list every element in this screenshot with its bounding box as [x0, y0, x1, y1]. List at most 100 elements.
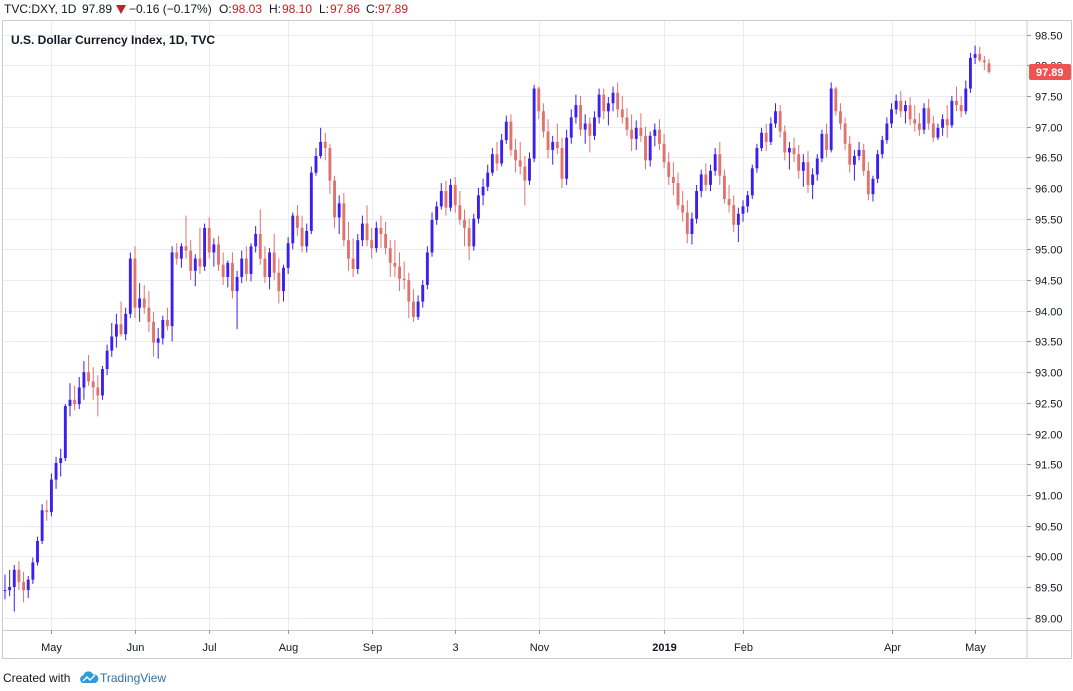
- candle: [430, 212, 434, 257]
- candle: [45, 499, 49, 521]
- candle-body: [695, 191, 699, 219]
- candle: [523, 156, 527, 206]
- candle-body: [230, 262, 234, 292]
- candle-body: [908, 105, 912, 120]
- candle: [630, 114, 634, 152]
- candle: [778, 105, 782, 138]
- tradingview-cloud-icon[interactable]: [79, 671, 99, 684]
- candle-body: [147, 307, 151, 322]
- candle: [138, 283, 142, 322]
- candle-body: [750, 168, 754, 196]
- candle: [449, 178, 453, 212]
- candle-body: [142, 298, 146, 308]
- y-tick-label: 89.50: [1035, 583, 1063, 595]
- candle: [26, 575, 30, 599]
- candle: [184, 215, 188, 259]
- candle-body: [894, 100, 898, 110]
- candle-body: [305, 230, 309, 247]
- candle: [634, 120, 638, 150]
- candle: [240, 250, 244, 284]
- candle: [91, 367, 95, 400]
- candle: [402, 261, 406, 290]
- candle: [593, 111, 596, 141]
- candle: [152, 311, 155, 357]
- last-price: 97.89: [82, 2, 113, 16]
- candle-body: [110, 336, 114, 351]
- chart-pane[interactable]: 98.5098.0097.5097.0096.5096.0095.5095.00…: [2, 20, 1072, 659]
- candle-body: [820, 133, 824, 159]
- candle: [230, 252, 234, 299]
- candle-body: [26, 579, 30, 591]
- low-label: L:: [319, 2, 330, 16]
- candle-body: [648, 135, 652, 161]
- candle: [602, 88, 606, 120]
- candle: [917, 113, 921, 136]
- candle-body: [755, 148, 759, 169]
- candle-body: [249, 246, 253, 274]
- candle-body: [54, 463, 58, 480]
- candle: [857, 141, 861, 161]
- candle: [834, 86, 838, 116]
- candle: [305, 223, 309, 253]
- candle: [606, 97, 610, 126]
- candle: [820, 129, 824, 163]
- candle: [416, 295, 420, 320]
- price-axis[interactable]: 98.5098.0097.5097.0096.5096.0095.5095.00…: [1027, 31, 1063, 626]
- candle: [945, 105, 949, 138]
- candle-body: [653, 129, 657, 136]
- last-price-label-bg: [1029, 63, 1071, 80]
- candle-body: [40, 510, 44, 541]
- y-tick-label: 95.50: [1035, 215, 1063, 227]
- symbol-interval[interactable]: TVC:DXY, 1D: [4, 2, 77, 16]
- candle-body: [509, 121, 513, 150]
- symbol-header: TVC:DXY, 1D 97.89 −0.16 (−0.17%) O: 98.0…: [0, 0, 1073, 20]
- candle-body: [560, 148, 564, 179]
- candle-body: [347, 240, 350, 259]
- candle-body: [407, 280, 411, 302]
- candle: [226, 260, 230, 288]
- candle: [880, 135, 884, 159]
- candle-body: [3, 590, 7, 592]
- y-tick-label: 95.00: [1035, 245, 1063, 257]
- candle: [500, 133, 504, 167]
- candle: [922, 103, 926, 134]
- candle-body: [955, 100, 958, 106]
- candlestick-chart[interactable]: 98.5098.0097.5097.0096.5096.0095.5095.00…: [3, 21, 1071, 658]
- candle: [936, 123, 940, 141]
- candle: [481, 178, 485, 206]
- candle-body: [22, 582, 26, 591]
- candle-body: [964, 88, 968, 112]
- candle: [82, 361, 86, 400]
- candle-body: [862, 149, 866, 171]
- candle: [393, 240, 397, 278]
- time-axis[interactable]: May Jun Jul Aug Sep 3 Nov 2019 Feb Apr May: [41, 630, 986, 654]
- candle: [690, 212, 694, 245]
- candle-body: [444, 191, 448, 208]
- x-tick-label: Jul: [202, 642, 216, 654]
- candle: [175, 243, 179, 265]
- candle-body: [588, 123, 592, 136]
- candle-body: [514, 149, 518, 161]
- candle-body: [416, 301, 420, 317]
- candle-body: [91, 381, 95, 388]
- candle: [435, 201, 439, 225]
- candle: [741, 200, 745, 222]
- candle: [453, 176, 457, 213]
- candle-body: [500, 140, 504, 164]
- candle-body: [309, 172, 313, 231]
- candle: [439, 183, 443, 210]
- candle-body: [277, 272, 281, 292]
- candle: [133, 246, 137, 319]
- candle-body: [244, 258, 248, 274]
- candle: [546, 119, 550, 159]
- candle-body: [801, 162, 805, 171]
- candle: [87, 354, 90, 386]
- candle: [119, 301, 123, 337]
- candle: [170, 246, 174, 342]
- candle: [746, 191, 750, 213]
- candle: [625, 108, 629, 136]
- candle-series: [3, 45, 991, 612]
- candle-body: [77, 387, 81, 405]
- candle: [277, 258, 281, 304]
- tradingview-brand[interactable]: TradingView: [100, 671, 167, 685]
